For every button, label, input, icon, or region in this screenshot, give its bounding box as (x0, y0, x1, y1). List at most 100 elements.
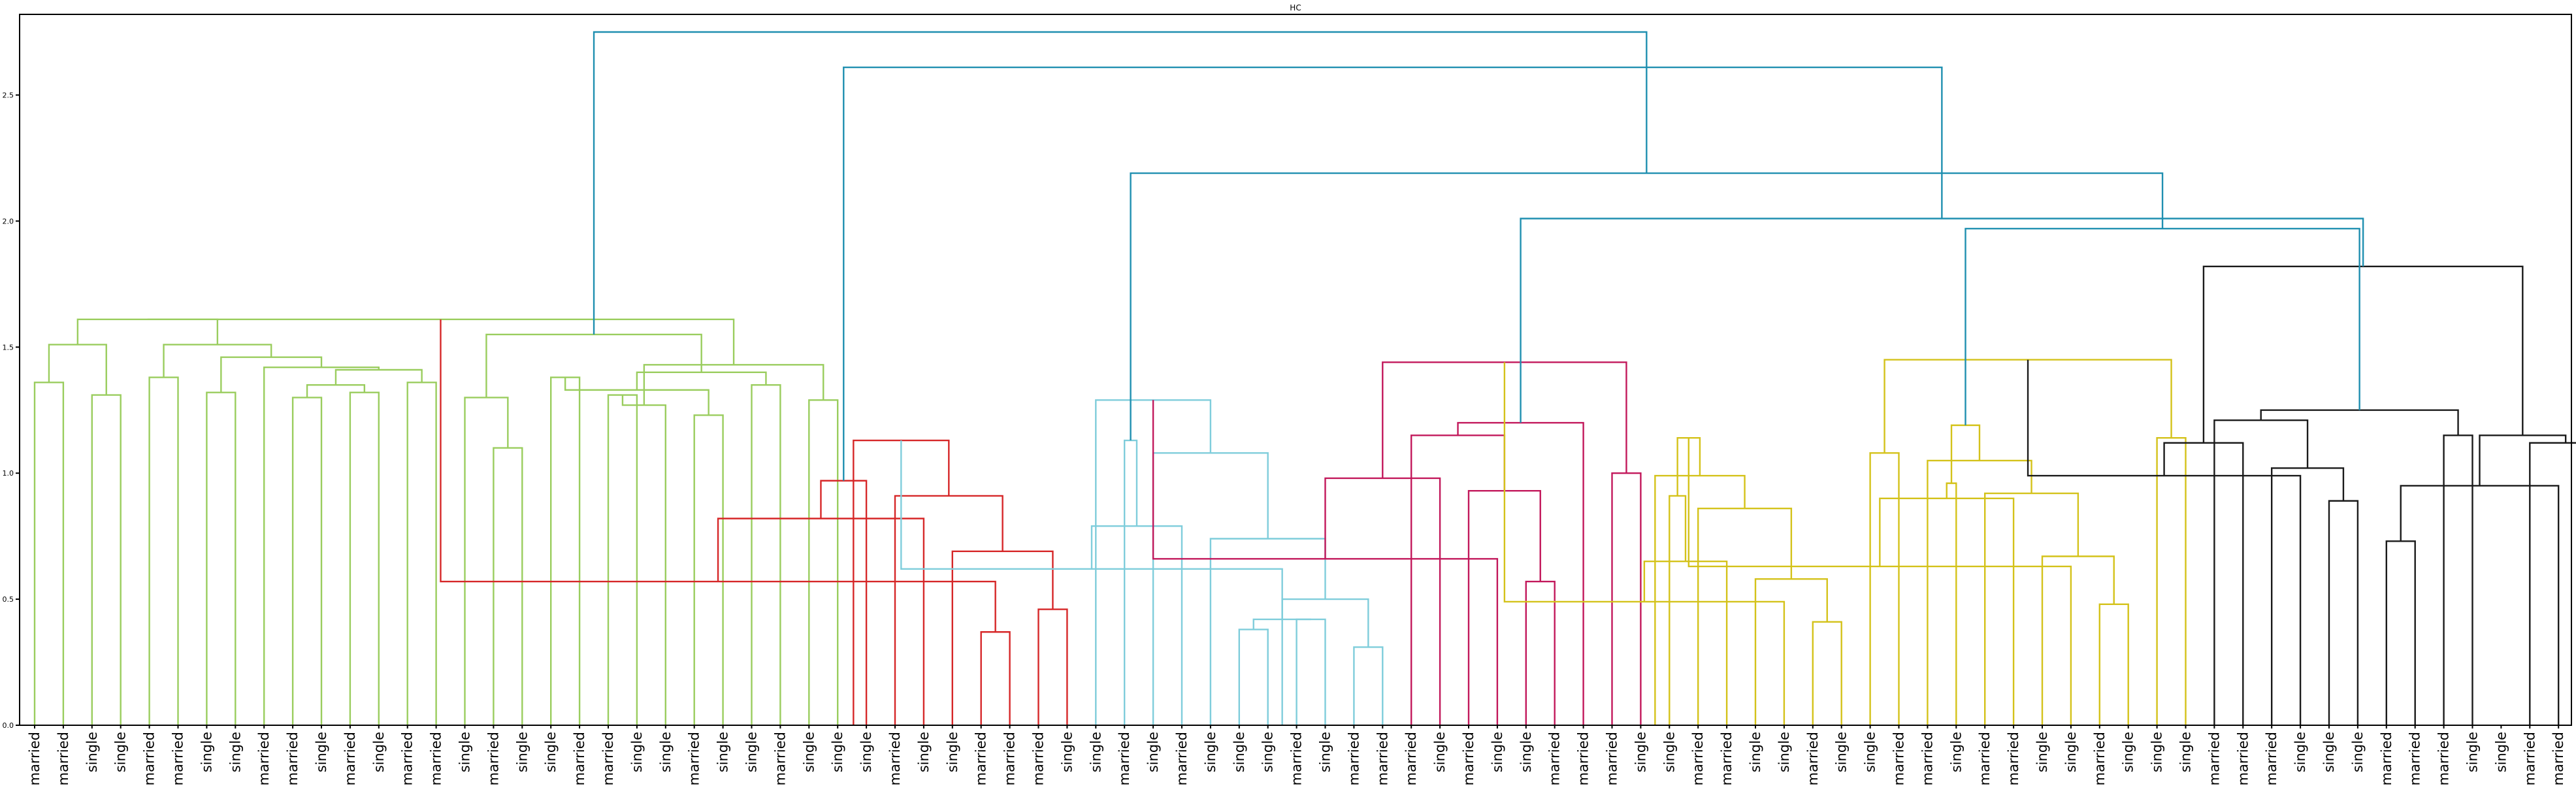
dendrogram-link (2260, 409, 2459, 436)
dendrogram-link (1754, 578, 1828, 725)
leaf-label: married (1289, 732, 1305, 785)
leaf-label: married (400, 732, 416, 785)
leaf-label: single (2121, 732, 2136, 772)
leaf-label: single (199, 732, 214, 772)
leaf-label: married (2436, 732, 2452, 785)
dendrogram-link (1676, 436, 1701, 496)
leaf-label: single (371, 732, 387, 772)
leaf-label: single (658, 732, 674, 772)
leaf-label: married (1547, 732, 1563, 785)
leaf-label: married (1403, 732, 1419, 785)
dendrogram-link (1950, 424, 1981, 483)
dendrogram-link (2271, 467, 2345, 725)
leaf-label: married (1891, 732, 1907, 785)
leaf-label: married (600, 732, 616, 785)
dendrogram-link (2027, 359, 2302, 725)
leaf-label: single (1318, 732, 1333, 772)
dendrogram-link (206, 391, 236, 725)
leaf-label: married (27, 732, 42, 785)
leaf-label: single (1518, 732, 1534, 772)
leaf-label: single (543, 732, 559, 772)
leaf-label: married (2551, 732, 2566, 785)
dendrogram-link (1238, 629, 1269, 725)
dendrogram-link (693, 414, 724, 725)
dendrogram-link (1643, 561, 1728, 725)
dendrogram-link (1883, 359, 2172, 453)
dendrogram-link (1130, 172, 2164, 441)
dendrogram-link (2443, 434, 2473, 725)
leaf-label: married (429, 732, 444, 785)
leaf-label: married (2522, 732, 2537, 785)
leaf-label: married (1919, 732, 1935, 785)
leaf-label: single (113, 732, 129, 772)
y-axis: 0.0 0.5 1.0 1.5 2.0 2.5 (3, 91, 20, 730)
dendrogram-link (349, 391, 380, 725)
y-tick-label: 1.0 (3, 469, 14, 478)
leaf-label: married (142, 732, 157, 785)
dendrogram-link (894, 495, 1003, 725)
dendrogram-link (406, 382, 437, 725)
dendrogram-link (820, 480, 868, 725)
y-tick-label: 0.5 (3, 595, 14, 604)
leaf-label: married (1690, 732, 1706, 785)
dendrogram-link (2098, 603, 2129, 725)
dendrogram-link (2328, 500, 2359, 725)
leaf-label: married (485, 732, 501, 785)
leaf-label: married (2264, 732, 2279, 785)
dendrogram-link (1252, 618, 1311, 630)
y-tick-label: 1.5 (3, 343, 14, 352)
dendrogram-link (1611, 472, 1642, 725)
leaf-label: single (830, 732, 845, 772)
leaf-label: single (2149, 732, 2165, 772)
dendrogram-link (48, 344, 107, 395)
y-tick-label: 2.0 (3, 217, 14, 225)
leaf-label: married (2407, 732, 2423, 785)
leaf-label: married (973, 732, 989, 785)
dendrogram-link (808, 399, 839, 725)
chart-title: HC (1290, 3, 1301, 12)
leaf-label: single (945, 732, 960, 772)
leaf-label: single (715, 732, 731, 772)
leaf-label: single (916, 732, 932, 772)
dendrogram-link (1152, 400, 1499, 725)
leaf-label: married (2206, 732, 2222, 785)
leaf-label: married (887, 732, 903, 785)
leaf-label: single (1088, 732, 1103, 772)
dendrogram-link (1965, 227, 2360, 425)
leaf-label: single (1260, 732, 1276, 772)
dendrogram-link (1927, 459, 2032, 725)
leaf-label: single (2465, 732, 2481, 772)
dendrogram-link (1869, 452, 1900, 725)
leaf-label: single (2292, 732, 2308, 772)
leaf-label: single (744, 732, 760, 772)
leaf-label: single (1145, 732, 1161, 772)
y-tick-label: 0.0 (3, 721, 14, 730)
leaf-label: single (2350, 732, 2366, 772)
dendrogram-link (717, 517, 925, 725)
plot-frame (19, 14, 2572, 726)
dendrogram-link (636, 371, 767, 390)
leaf-label: single (2493, 732, 2509, 772)
leaf-label: single (801, 732, 817, 772)
dendrogram-link (2156, 436, 2187, 725)
dendrogram-link (1654, 474, 1746, 725)
dendrogram-link (306, 384, 366, 398)
dendrogram-link (1946, 482, 1957, 725)
leaf-label: single (1661, 732, 1677, 772)
leaf-label: single (2063, 732, 2079, 772)
leaf-label: single (1203, 732, 1218, 772)
dendrogram-link (621, 395, 666, 725)
dendrogram-link (1503, 362, 1785, 725)
dendrogram-link (1324, 477, 1441, 725)
dendrogram-link (1353, 646, 1384, 725)
dendrogram-link (2400, 485, 2560, 725)
dendrogram-link (593, 31, 1648, 335)
dendrogram-link (1296, 618, 1326, 725)
dendrogram-link (1457, 421, 1584, 725)
leaf-label: married (772, 732, 788, 785)
dendrogram-link (1520, 218, 2364, 423)
dendrogram-link (2163, 442, 2244, 725)
leaf-label: married (1719, 732, 1735, 785)
leaf-label: single (84, 732, 100, 772)
